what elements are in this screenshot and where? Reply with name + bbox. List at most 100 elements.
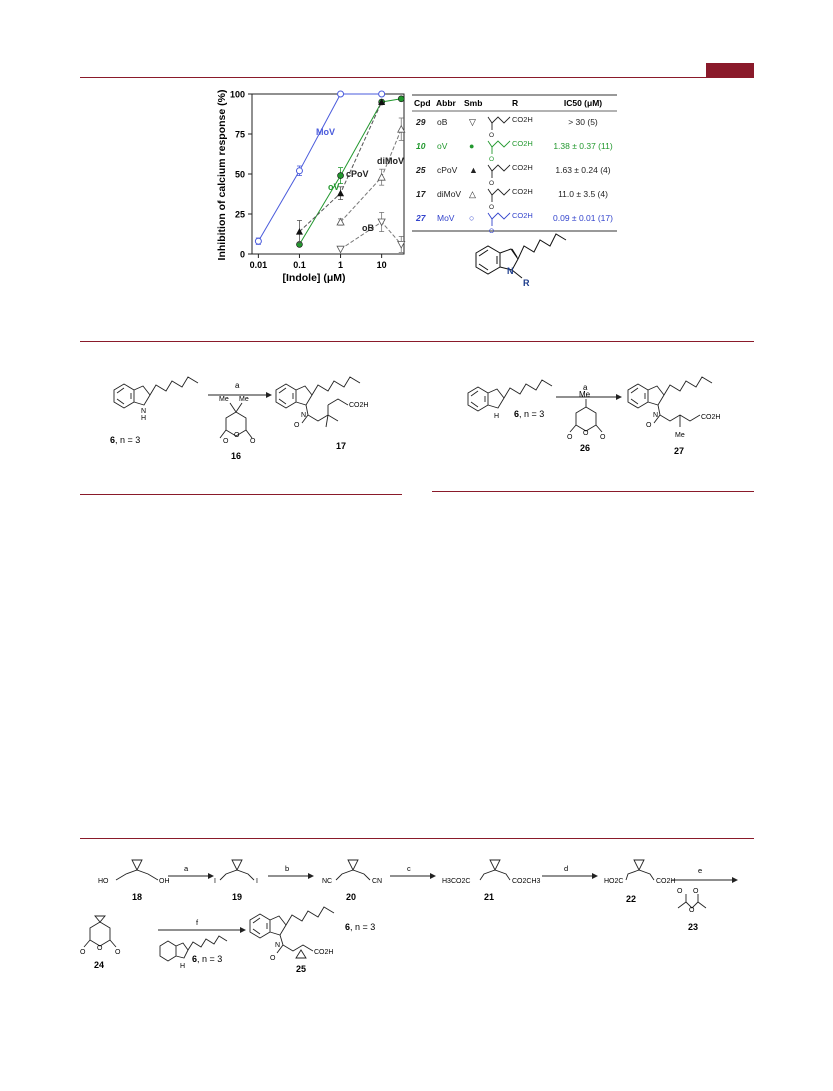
indole-core-structure bbox=[475, 233, 567, 279]
table-abbr: oB bbox=[437, 117, 448, 127]
scheme1-rule bbox=[80, 494, 402, 495]
annotation-ob: oB bbox=[362, 223, 374, 233]
r-group-label: CO2H bbox=[512, 211, 533, 220]
chart-series bbox=[254, 90, 406, 254]
header-abbr: Abbr bbox=[436, 98, 457, 108]
data-point-dimov bbox=[377, 172, 386, 181]
scheme-1: a N H 6, n = 3 Me Me OOO 16 N O CO2H 17 bbox=[110, 376, 368, 461]
annotation-cpov: cPoV bbox=[346, 169, 369, 179]
compound-18: 18 bbox=[132, 892, 142, 902]
r-group-label: CO2H bbox=[512, 139, 533, 148]
y-tick-label: 25 bbox=[235, 210, 245, 220]
annotation-ov: oV bbox=[328, 182, 340, 192]
scheme3-note2: 6, n = 3 bbox=[345, 922, 375, 932]
table-ic50-value: 1.63 ± 0.24 (4) bbox=[555, 165, 610, 175]
svg-text:O: O bbox=[693, 888, 699, 895]
scheme3-acid-left: HO2C bbox=[604, 878, 623, 885]
dose-response-chart: 0 25 50 75 100 0.01 0.1 1 10 [Indole] (μM) Inhib… bbox=[216, 90, 406, 284]
table-ic50-value: 11.0 ± 3.5 (4) bbox=[558, 189, 608, 199]
svg-text:N: N bbox=[301, 412, 306, 419]
r-group-label: CO2H bbox=[512, 115, 533, 124]
data-point-ob bbox=[336, 245, 345, 254]
svg-text:H: H bbox=[180, 963, 185, 970]
scheme1-me2: Me bbox=[239, 396, 249, 403]
compound-25: 25 bbox=[296, 964, 306, 974]
series-line-mov bbox=[257, 93, 382, 242]
scheme2-reagent-label: 26 bbox=[580, 443, 590, 453]
svg-text:O: O bbox=[489, 204, 494, 211]
scheme-2: a H 6, n = 3 Me O O O 26 N O Me CO2H 27 bbox=[467, 376, 720, 456]
header-smb: Smb bbox=[464, 98, 482, 108]
table-symbol: ○ bbox=[469, 213, 474, 223]
scheme3-start-label: 6, n = 3 bbox=[192, 954, 222, 964]
scheme2-product-label: 27 bbox=[674, 446, 684, 456]
scheme1-product-label: 17 bbox=[336, 441, 346, 451]
compound-19: 19 bbox=[232, 892, 242, 902]
table-abbr: oV bbox=[437, 141, 448, 151]
svg-text:O: O bbox=[250, 438, 256, 445]
table-cpd: 10 bbox=[416, 141, 426, 151]
scheme3-i-left: I bbox=[214, 878, 216, 885]
table-cpd: 29 bbox=[415, 117, 426, 127]
scheme3-step-d: d bbox=[564, 864, 568, 873]
scheme-3: a b c d e f HO OH I I NC CN H3CO2C CO2CH… bbox=[80, 859, 738, 974]
svg-text:O: O bbox=[80, 949, 86, 956]
scheme3-ester-left: H3CO2C bbox=[442, 878, 470, 885]
x-tick-label: 1 bbox=[338, 260, 343, 270]
data-point-mov bbox=[254, 237, 262, 245]
compound-21: 21 bbox=[484, 892, 494, 902]
r-group-chain bbox=[487, 116, 511, 124]
scheme3-step-c: c bbox=[407, 864, 411, 873]
data-point-cpov bbox=[295, 228, 303, 235]
svg-text:O: O bbox=[600, 434, 606, 441]
data-point-ov bbox=[397, 95, 405, 103]
annotation-mov: MoV bbox=[316, 127, 335, 137]
r-group-chain bbox=[487, 188, 511, 196]
scheme3-cn: CN bbox=[372, 878, 382, 885]
scheme3-step-a: a bbox=[184, 864, 189, 873]
indole-n-atom: N bbox=[507, 266, 514, 276]
scheme2-rule bbox=[432, 491, 754, 492]
table-cpd: 25 bbox=[415, 165, 426, 175]
compound-20: 20 bbox=[346, 892, 356, 902]
scheme2-start-label: 6, n = 3 bbox=[514, 409, 544, 419]
y-axis-label: Inhibition of calcium response (%) bbox=[216, 90, 228, 261]
scheme1-start-label: 6, n = 3 bbox=[110, 435, 140, 445]
scheme1-me1: Me bbox=[219, 396, 229, 403]
scheme1-reagent-label: 16 bbox=[231, 451, 241, 461]
svg-text:O: O bbox=[489, 228, 494, 235]
table-abbr: cPoV bbox=[437, 165, 458, 175]
scheme3-step-e: e bbox=[698, 866, 702, 875]
scheme1-step: a bbox=[235, 381, 240, 390]
y-tick-label: 75 bbox=[235, 130, 245, 140]
table-symbol: ▽ bbox=[469, 117, 476, 127]
compound-22: 22 bbox=[626, 894, 636, 904]
scheme3-nc: NC bbox=[322, 878, 332, 885]
scheme3-i-right: I bbox=[256, 878, 258, 885]
header-rule bbox=[80, 77, 754, 78]
section-rule-2 bbox=[80, 838, 754, 839]
table-cpd: 17 bbox=[416, 189, 427, 199]
svg-text:H: H bbox=[494, 413, 499, 420]
svg-text:O: O bbox=[270, 955, 276, 962]
svg-text:O: O bbox=[294, 422, 300, 429]
section-rule-1 bbox=[80, 341, 754, 342]
scheme2-me-product: Me bbox=[675, 432, 685, 439]
x-tick-label: 10 bbox=[377, 260, 387, 270]
data-point-ob bbox=[397, 240, 406, 249]
compound-24: 24 bbox=[94, 960, 104, 970]
table-ic50-value: > 30 (5) bbox=[568, 117, 598, 127]
svg-text:O: O bbox=[234, 432, 240, 439]
scheme1-nh-n: N bbox=[141, 408, 146, 415]
data-point-ob bbox=[377, 218, 386, 227]
data-point-dimov bbox=[397, 124, 406, 133]
table-rows: 29 oB ▽ O CO2H > 30 (5) 10 oV ● O CO2H 1.38 ± 0.37 … bbox=[415, 115, 613, 235]
scheme1-co2h: CO2H bbox=[349, 402, 368, 409]
r-group-chain bbox=[487, 140, 511, 148]
scheme3-ho: HO bbox=[98, 878, 109, 885]
series-line-ov bbox=[299, 98, 402, 245]
svg-text:O: O bbox=[489, 180, 494, 187]
svg-text:O: O bbox=[677, 888, 683, 895]
scheme3-step-b: b bbox=[285, 864, 289, 873]
r-group-chain bbox=[487, 164, 511, 172]
